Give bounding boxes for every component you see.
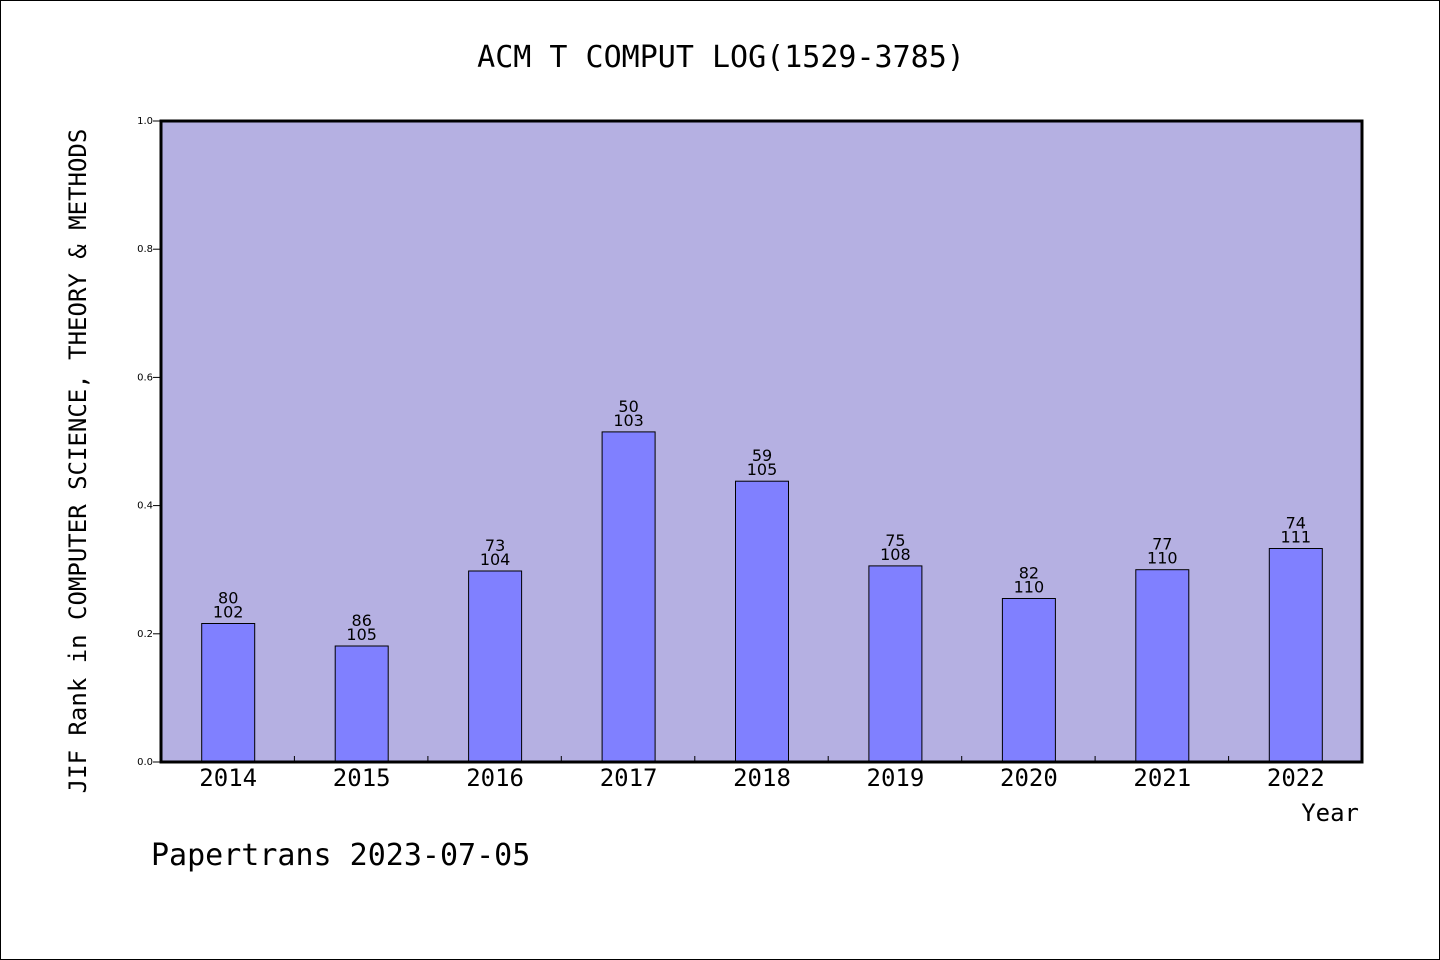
rank-label-2014: 80 [218, 589, 238, 608]
bars-layer [201, 431, 1323, 763]
y-axis-label: JIF Rank in COMPUTER SCIENCE, THEORY & M… [64, 129, 92, 794]
x-axis-label: Year [1301, 799, 1359, 827]
bar-2020 [1001, 598, 1056, 763]
total-label-2016: 104 [480, 550, 511, 569]
rank-label-2019: 75 [885, 531, 905, 550]
bar-2018 [735, 480, 789, 763]
total-label-2019: 108 [880, 545, 911, 564]
total-label-2017: 103 [613, 411, 644, 430]
x-tick-label-2020: 2020 [1000, 764, 1058, 792]
x-tick-label-2014: 2014 [199, 764, 257, 792]
x-tick-label-2021: 2021 [1133, 764, 1191, 792]
total-label-2021: 110 [1147, 549, 1178, 568]
rank-label-2021: 77 [1152, 535, 1172, 554]
rank-label-2017: 50 [618, 397, 638, 416]
y-tick-label: 1.0 [137, 116, 153, 127]
plot-frame [159, 119, 1364, 764]
y-tick-label: 0.0 [137, 757, 153, 768]
x-tick-label-2018: 2018 [733, 764, 791, 792]
y-tick-label: 0.2 [137, 629, 153, 640]
total-label-2020: 110 [1014, 578, 1045, 597]
x-tick-label-2016: 2016 [466, 764, 524, 792]
chart-title: ACM T COMPUT LOG(1529-3785) [477, 40, 965, 75]
y-tick-label: 0.8 [137, 244, 153, 255]
total-label-2022: 111 [1281, 528, 1312, 547]
rank-label-2020: 82 [1019, 564, 1039, 583]
x-tick-label-2019: 2019 [867, 764, 925, 792]
y-tick-label: 0.4 [137, 501, 153, 512]
bar-2019 [868, 565, 923, 763]
bar-2014 [201, 623, 256, 763]
bar-2015 [334, 645, 389, 763]
x-tick-label-2017: 2017 [600, 764, 658, 792]
rank-label-2018: 59 [752, 446, 772, 465]
bar-2017 [601, 431, 656, 763]
rank-label-2016: 73 [485, 536, 505, 555]
y-tick-label: 0.6 [137, 372, 153, 383]
data-labels-layer: 8010220148610520157310420165010320175910… [199, 397, 1324, 792]
bar-2022 [1268, 548, 1323, 763]
x-tick-label-2022: 2022 [1267, 764, 1325, 792]
bar-2016 [468, 570, 523, 763]
bar-2021 [1135, 569, 1190, 763]
x-tick-label-2015: 2015 [333, 764, 391, 792]
total-label-2014: 102 [213, 603, 244, 622]
rank-label-2015: 86 [352, 611, 372, 630]
footer-stamp: Papertrans 2023-07-05 [151, 838, 530, 873]
total-label-2015: 105 [346, 625, 377, 644]
rank-label-2022: 74 [1286, 514, 1306, 533]
total-label-2018: 105 [747, 460, 778, 479]
